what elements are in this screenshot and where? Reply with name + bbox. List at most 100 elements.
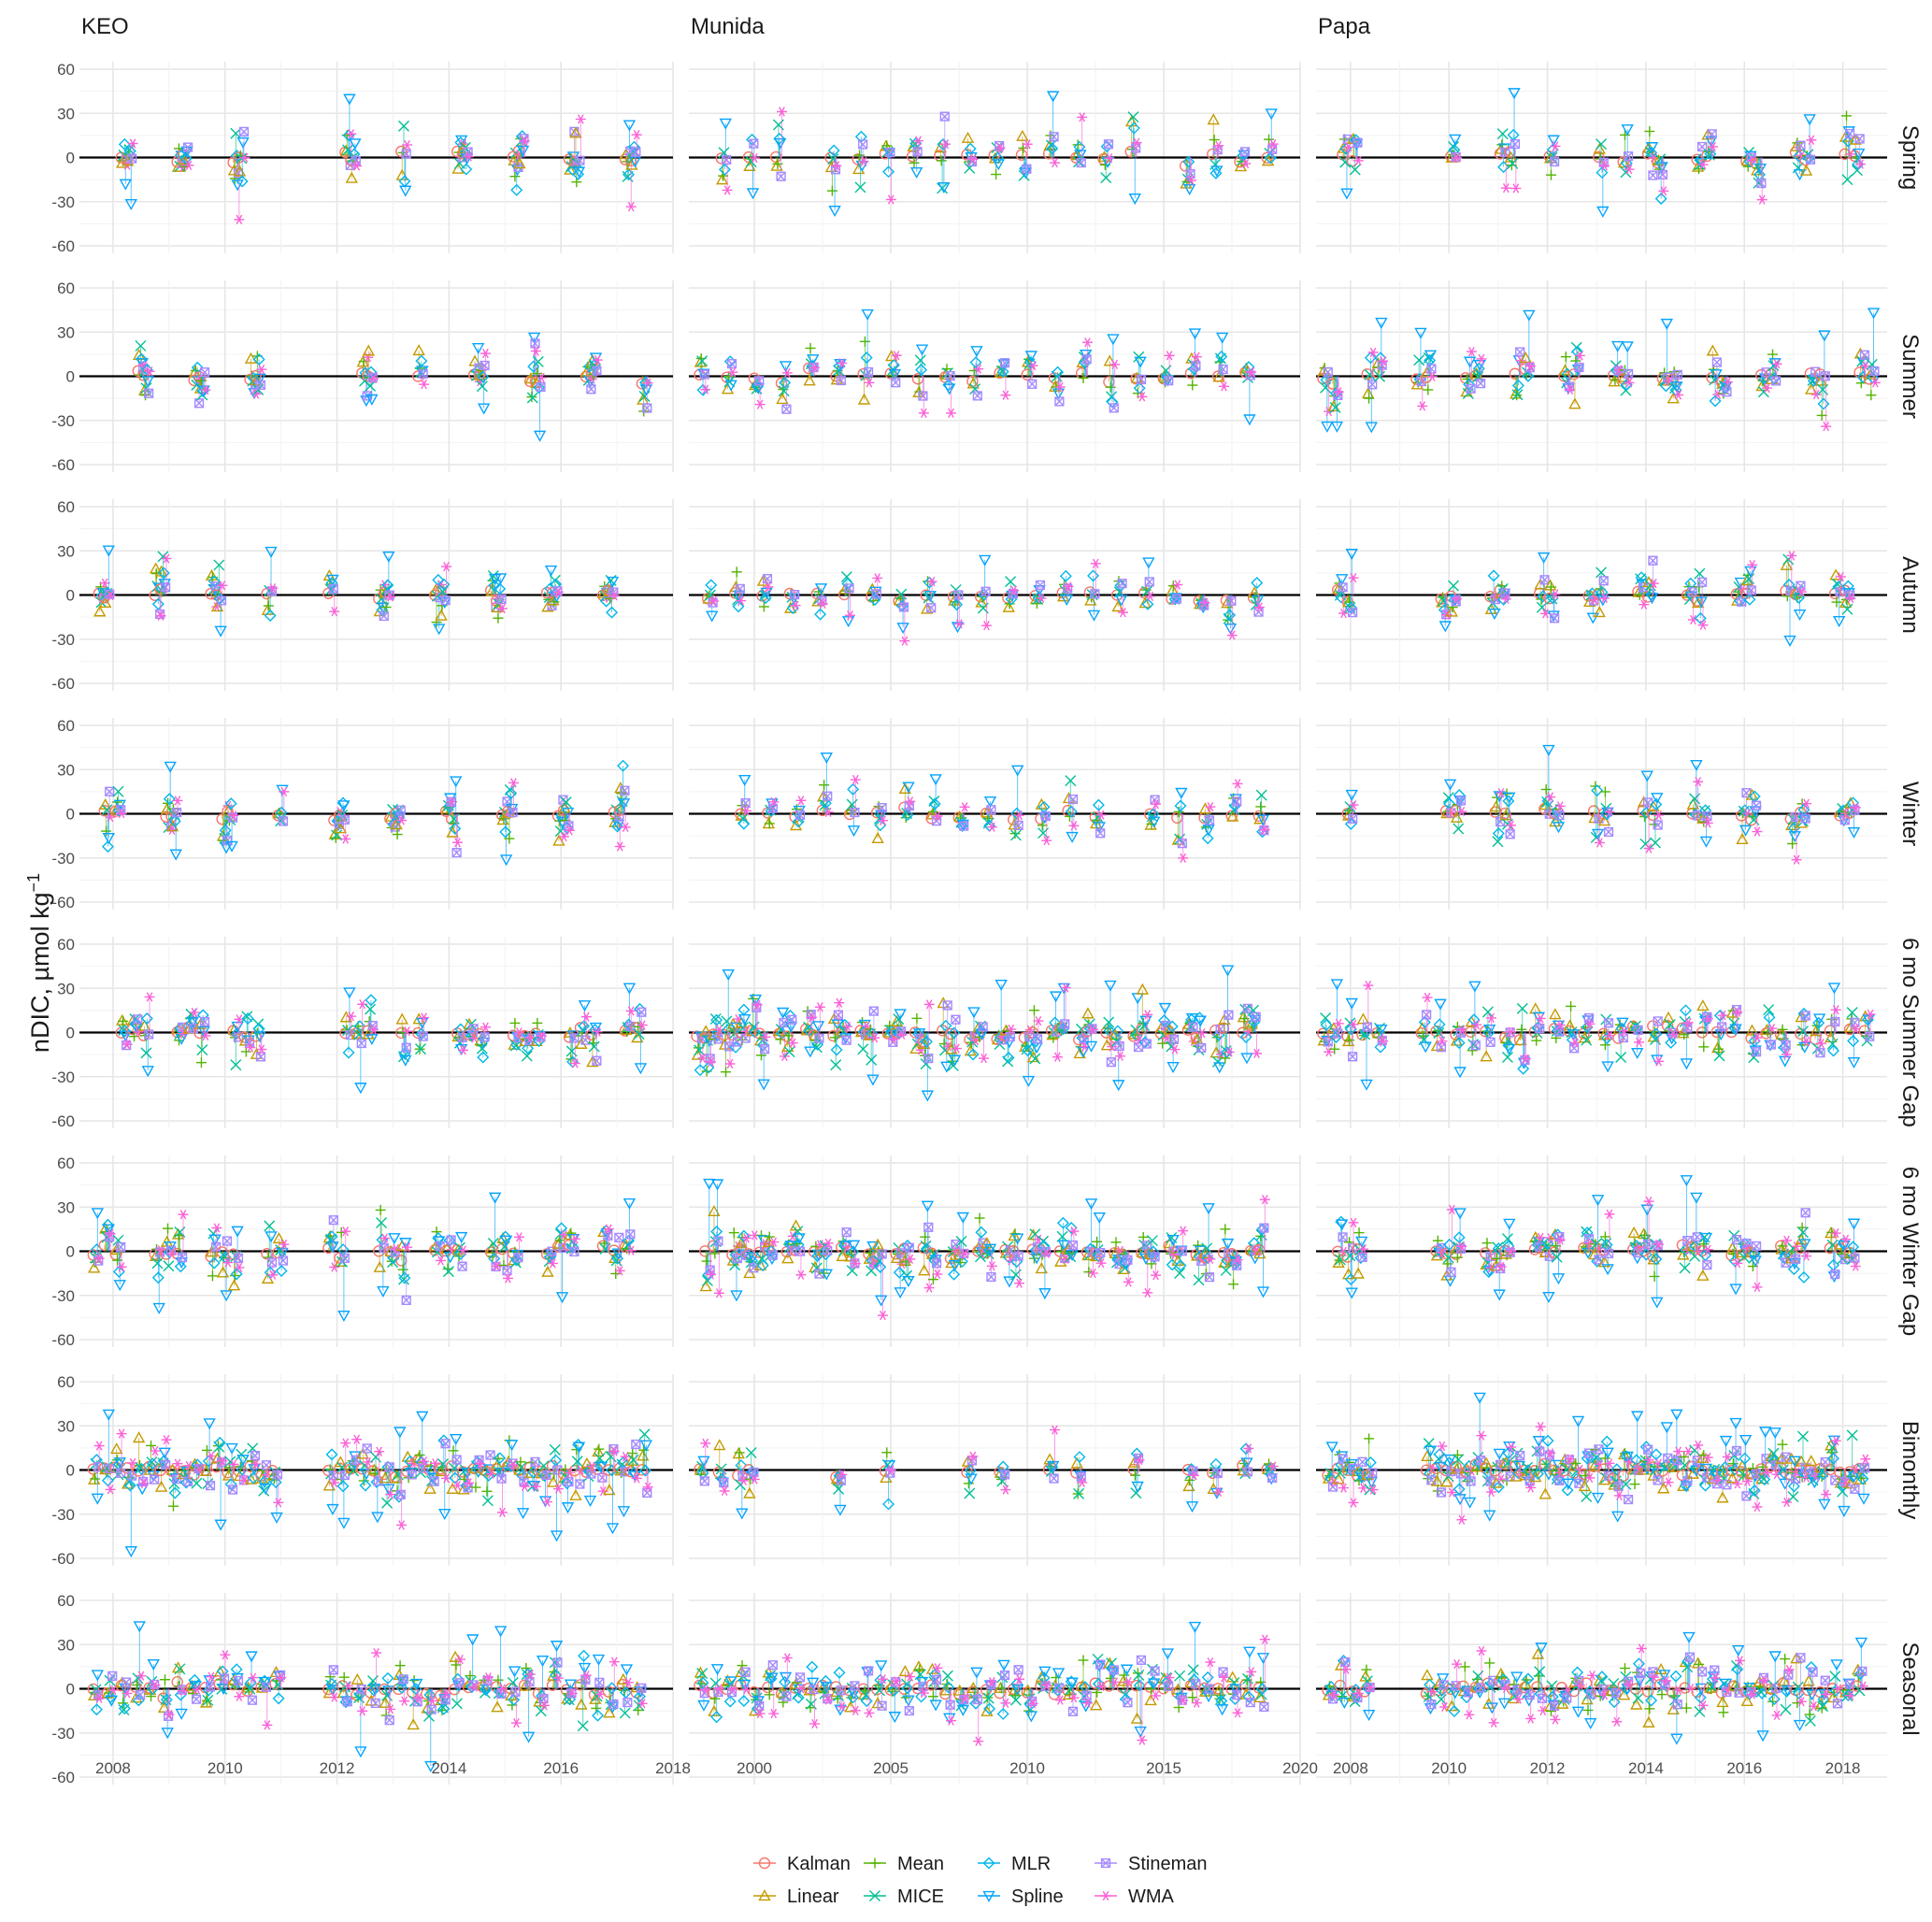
point-spline bbox=[399, 157, 412, 197]
point-wma bbox=[1049, 157, 1060, 168]
point-stineman bbox=[1239, 147, 1251, 158]
point-stineman bbox=[463, 147, 473, 158]
point-stineman bbox=[858, 139, 868, 158]
point-spline bbox=[814, 583, 828, 595]
point-mice bbox=[1516, 1002, 1528, 1033]
point-stineman bbox=[912, 147, 923, 158]
point-wma bbox=[1109, 359, 1121, 377]
point-mice bbox=[1496, 128, 1509, 158]
point-wma bbox=[1500, 157, 1511, 194]
point-mice bbox=[1255, 789, 1267, 814]
point-kalman bbox=[1593, 151, 1605, 164]
point-linear bbox=[961, 131, 975, 158]
point-mlr bbox=[151, 595, 165, 610]
point-stineman bbox=[1623, 151, 1634, 162]
point-stineman bbox=[1103, 139, 1114, 158]
point-linear bbox=[177, 153, 191, 165]
point-spline bbox=[1753, 157, 1767, 176]
point-mlr bbox=[1537, 590, 1550, 603]
point-stineman bbox=[127, 153, 137, 164]
point-linear bbox=[732, 1447, 745, 1470]
point-spline bbox=[1345, 549, 1358, 595]
point-spline bbox=[1591, 1195, 1605, 1252]
point-kalman bbox=[1171, 811, 1183, 825]
point-wma bbox=[749, 152, 760, 164]
point-stineman bbox=[1022, 157, 1032, 174]
point-mice bbox=[398, 120, 409, 158]
point-wma bbox=[946, 376, 957, 419]
point-stineman bbox=[1076, 157, 1086, 168]
point-linear bbox=[770, 157, 783, 171]
point-wma bbox=[530, 346, 541, 377]
point-mice bbox=[264, 1220, 276, 1252]
point-mlr bbox=[882, 157, 895, 179]
point-wma bbox=[396, 1470, 408, 1530]
point-wma bbox=[1077, 112, 1088, 158]
point-spline bbox=[1202, 1203, 1215, 1252]
point-mlr bbox=[1046, 142, 1059, 158]
point-wma bbox=[1663, 1470, 1674, 1487]
point-wma bbox=[340, 1438, 351, 1470]
point-stineman bbox=[1756, 157, 1767, 189]
point-wma bbox=[1352, 155, 1364, 166]
point-kalman bbox=[1015, 149, 1028, 161]
point-wma bbox=[1624, 157, 1635, 175]
point-mice bbox=[1349, 157, 1361, 176]
point-spline bbox=[394, 1427, 407, 1470]
point-stineman bbox=[1854, 134, 1865, 158]
point-linear bbox=[934, 141, 947, 158]
point-stineman bbox=[787, 1014, 797, 1033]
point-spline bbox=[861, 308, 874, 377]
point-stineman bbox=[863, 366, 874, 378]
point-spline bbox=[1243, 376, 1256, 426]
point-spline bbox=[937, 157, 951, 194]
point-wma bbox=[1104, 153, 1115, 164]
point-wma bbox=[700, 1438, 711, 1470]
point-spline bbox=[992, 157, 1005, 171]
point-wma bbox=[940, 139, 952, 158]
point-spline bbox=[1360, 1032, 1373, 1091]
point-spline bbox=[1655, 157, 1668, 174]
point-spline bbox=[1128, 157, 1141, 206]
point-stineman bbox=[942, 1000, 952, 1033]
point-stineman bbox=[1049, 132, 1059, 158]
point-spline bbox=[1074, 150, 1087, 162]
point-stineman bbox=[904, 1242, 914, 1253]
point-spline bbox=[516, 145, 530, 158]
point-spline bbox=[896, 595, 909, 635]
point-wma bbox=[351, 157, 363, 171]
point-wma bbox=[1000, 376, 1011, 400]
point-wma bbox=[1240, 157, 1252, 169]
point-spline bbox=[617, 1470, 631, 1518]
point-linear bbox=[513, 157, 526, 169]
point-mlr bbox=[991, 151, 1004, 165]
point-wma bbox=[831, 157, 842, 171]
point-spline bbox=[909, 157, 923, 179]
point-stineman bbox=[749, 138, 759, 158]
point-stineman bbox=[885, 148, 895, 158]
point-stineman bbox=[1224, 1010, 1234, 1033]
point-wma bbox=[776, 107, 787, 158]
point-wma bbox=[1806, 135, 1817, 158]
point-stineman bbox=[1510, 139, 1521, 158]
point-mice bbox=[1841, 157, 1853, 186]
point-wma bbox=[239, 152, 250, 163]
point-spline bbox=[343, 93, 356, 158]
point-wma bbox=[127, 138, 138, 158]
point-spline bbox=[774, 137, 787, 158]
point-spline bbox=[1591, 1470, 1605, 1504]
point-spline bbox=[349, 138, 362, 158]
point-stineman bbox=[1657, 157, 1668, 179]
point-wma bbox=[1756, 157, 1767, 205]
point-mlr bbox=[272, 1688, 285, 1705]
point-stineman bbox=[722, 154, 732, 165]
point-wma bbox=[1452, 152, 1463, 163]
point-spline bbox=[1046, 91, 1060, 158]
point-spline bbox=[1508, 88, 1521, 158]
point-spline bbox=[1210, 157, 1224, 178]
point-spline bbox=[1853, 148, 1866, 160]
point-spline bbox=[1049, 991, 1063, 1033]
point-wma bbox=[1022, 139, 1033, 158]
point-stineman bbox=[939, 111, 950, 158]
